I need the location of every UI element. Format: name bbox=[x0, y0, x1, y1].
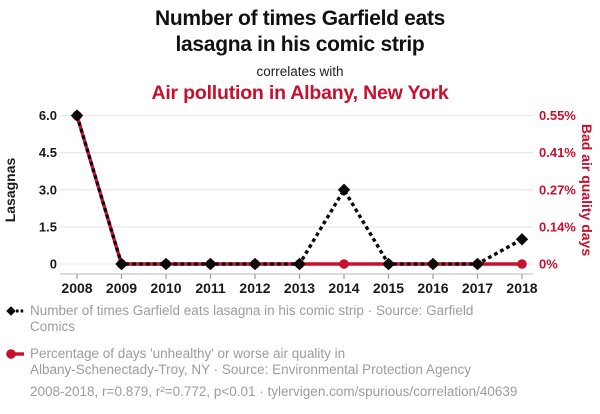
x-tick-label: 2013 bbox=[284, 280, 315, 296]
lasagna-marker bbox=[248, 257, 262, 271]
x-tick-label: 2012 bbox=[239, 280, 270, 296]
y-tick-label-left: 3.0 bbox=[39, 182, 57, 197]
y-tick-label-left: 4.5 bbox=[39, 145, 57, 160]
lasagna-marker bbox=[515, 233, 529, 246]
x-tick-label: 2017 bbox=[462, 280, 493, 296]
chart-header: Number of times Garfield eats lasagna in… bbox=[0, 6, 600, 105]
y-tick-label-left: 0 bbox=[50, 257, 57, 272]
lasagna-marker bbox=[382, 257, 395, 271]
legend-text-air-quality: Percentage of days 'unhealthy' or worse … bbox=[30, 346, 471, 378]
y-tick-label-right: 0.27% bbox=[539, 182, 576, 197]
legend-text-air-quality-line1: Percentage of days 'unhealthy' or worse … bbox=[30, 346, 346, 361]
lasagna-marker bbox=[471, 257, 484, 271]
chart-subtitle: Air pollution in Albany, New York bbox=[151, 82, 449, 104]
chart-title-line1: Number of times Garfield eats bbox=[154, 7, 446, 30]
x-tick-label: 2016 bbox=[417, 280, 448, 296]
legend-row-garfield: Number of times Garfield eats lasagna in… bbox=[5, 303, 485, 335]
y-tick-label-left: 6.0 bbox=[39, 108, 57, 123]
air-quality-marker bbox=[339, 259, 349, 269]
air-quality-marker bbox=[517, 259, 527, 269]
correlates-with-label: correlates with bbox=[256, 64, 344, 79]
x-tick-label: 2015 bbox=[373, 280, 404, 296]
legend: Number of times Garfield eats lasagna in… bbox=[5, 303, 485, 389]
legend-text-garfield: Number of times Garfield eats lasagna in… bbox=[30, 303, 473, 335]
lasagna-marker bbox=[337, 183, 351, 196]
legend-text-garfield-line1: Number of times Garfield eats lasagna in… bbox=[30, 303, 474, 318]
legend-row-air-quality: Percentage of days 'unhealthy' or worse … bbox=[5, 346, 485, 378]
chart-title-line2: lasagna in his comic strip bbox=[175, 33, 425, 56]
x-tick-label: 2018 bbox=[506, 280, 537, 296]
lasagna-marker bbox=[426, 257, 440, 271]
y-axis-label-right: Bad air quality days bbox=[579, 123, 595, 257]
x-tick-label: 2008 bbox=[61, 280, 92, 296]
x-tick-label: 2011 bbox=[195, 280, 226, 296]
lasagna-marker bbox=[204, 257, 217, 271]
lasagna-marker bbox=[70, 109, 84, 122]
red-circle-solid-line-icon bbox=[6, 349, 24, 359]
legend-text-air-quality-line2: Albany-Schenectady-Troy, NY · Source: En… bbox=[30, 362, 471, 377]
x-tick-label: 2010 bbox=[150, 280, 181, 296]
lasagna-marker bbox=[115, 257, 128, 271]
y-tick-label-left: 1.5 bbox=[39, 219, 57, 234]
lasagna-marker bbox=[159, 257, 173, 271]
y-tick-label-right: 0.55% bbox=[539, 108, 576, 123]
y-axis-label-left: Lasagnas bbox=[2, 157, 18, 223]
lasagna-marker bbox=[293, 257, 306, 271]
stats-footer: 2008-2018, r=0.879, r²=0.772, p<0.01 · t… bbox=[30, 384, 518, 399]
legend-text-garfield-line2: Comics bbox=[30, 319, 76, 334]
y-tick-label-right: 0.14% bbox=[539, 219, 576, 234]
y-tick-label-right: 0.41% bbox=[539, 145, 576, 160]
x-tick-label: 2014 bbox=[328, 280, 359, 296]
y-tick-label-right: 0% bbox=[539, 257, 558, 272]
x-tick-label: 2009 bbox=[106, 280, 137, 296]
black-diamond-dashed-line-icon bbox=[6, 306, 24, 316]
